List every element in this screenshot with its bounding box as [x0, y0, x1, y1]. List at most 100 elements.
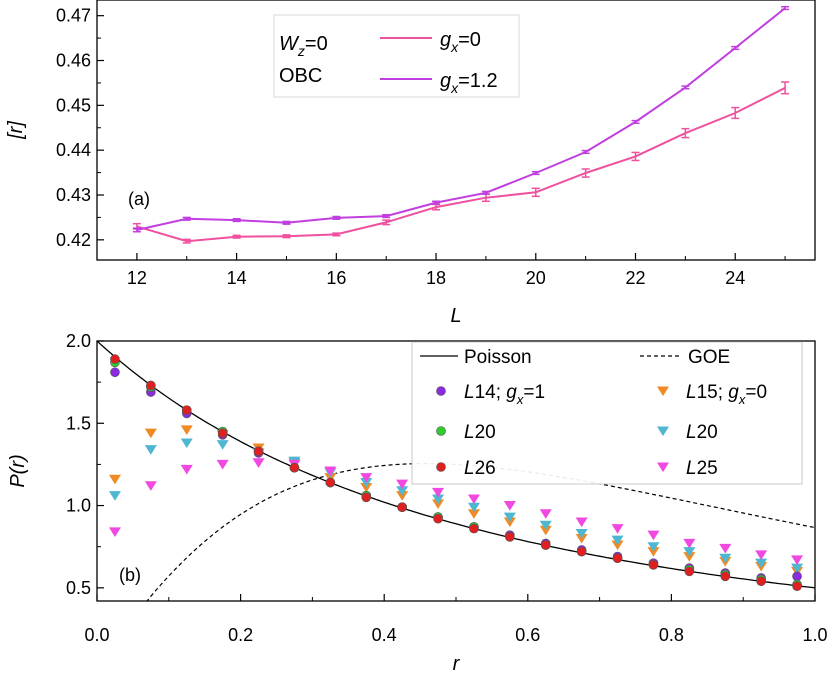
panel-a-xtick-label: 20	[526, 268, 546, 288]
panel-a-ticks: 12 14 16 18 20 22 24 0.42 0.43 0.44 0.45 0.46 0.47	[56, 6, 786, 288]
legend-b-text-L20-circle: L20	[464, 422, 496, 443]
legend-header-line2: OBC	[279, 65, 322, 87]
panel-a-errorbar	[781, 81, 790, 95]
panel-a-xtick-label: 18	[426, 268, 446, 288]
legend-b-L20t-var: L	[686, 422, 697, 443]
panel-a-xlabel: L	[450, 305, 461, 327]
legend-b-poisson-text: Poisson	[464, 347, 532, 368]
panel-b-point	[146, 380, 156, 391]
panel-b-point	[755, 550, 768, 561]
panel-b-point	[792, 571, 802, 582]
legend-b-L20c-rest: 20	[475, 422, 496, 443]
panel-b-point	[539, 525, 552, 536]
panel-b-point	[612, 553, 623, 564]
legend-b-marker	[436, 386, 446, 396]
panel-b-ytick-label: 2.0	[66, 331, 91, 351]
panel-a-xtick-label: 12	[127, 268, 147, 288]
panel-a-series-line-1	[136, 7, 786, 231]
panel-a: 12 14 16 18 20 22 24 0.42 0.43 0.44 0.45 0.46 0.47 (…	[5, 0, 816, 327]
panel-b-point	[719, 553, 732, 564]
panel-a-errorbar	[681, 85, 690, 90]
panel-b-point	[792, 581, 802, 591]
panel-b-point	[325, 477, 336, 488]
legend-b-text-L26: L26	[464, 458, 496, 479]
panel-a-errorbar	[531, 170, 540, 176]
panel-b-point	[397, 502, 407, 513]
panel-b-point	[144, 481, 157, 491]
panel-b-point	[647, 547, 660, 557]
panel-b-point	[144, 445, 157, 455]
panel-b-xtick-label: 0.0	[84, 625, 109, 645]
legend-b-L20t-rest: 20	[697, 422, 718, 443]
panel-a-xtick-label: 16	[326, 268, 346, 288]
legend-a-gx0-rest: =0	[458, 29, 481, 51]
panel-b-point	[180, 425, 193, 435]
panel-b-point	[683, 538, 696, 549]
panel-b-point	[791, 555, 804, 565]
panel-a-data	[132, 5, 790, 244]
legend-b-L15-var2: g	[728, 382, 739, 403]
panel-a-ytick-label: 0.43	[56, 185, 91, 205]
legend-b-L25-var: L	[686, 458, 697, 479]
panel-b-point	[360, 482, 373, 493]
panel-b-point	[755, 558, 768, 569]
panel-b-point	[432, 487, 445, 498]
panel-b-ylabel: P(r)	[7, 454, 29, 487]
legend-header-var: W	[279, 33, 300, 55]
panel-a-errorbar	[282, 220, 291, 225]
legend-b-L14-var: L	[464, 382, 475, 403]
panel-a-errorbar	[432, 200, 441, 205]
panel-a-errorbar	[182, 238, 191, 244]
panel-b-point	[467, 494, 480, 505]
legend-a-gx12-var: g	[440, 70, 451, 92]
panel-b-point	[791, 563, 804, 574]
panel-a-series-line-0	[136, 87, 786, 243]
panel-b-point	[180, 438, 193, 449]
legend-b-L26-rest: 26	[475, 458, 496, 479]
legend-b-L14-var2: g	[506, 382, 517, 403]
panel-a-errorbar	[531, 187, 540, 198]
panel-b-ytick-label: 0.5	[66, 578, 91, 598]
panel-b-data	[108, 354, 804, 591]
panel-b-point	[252, 458, 265, 468]
legend-b-L20c-var: L	[464, 422, 475, 443]
legend-b-L14-rest: 14;	[475, 382, 507, 403]
legend-b-marker	[436, 426, 446, 436]
panel-b-point	[216, 440, 229, 450]
poisson-curve	[97, 341, 815, 589]
panel-a-errorbar	[182, 216, 191, 221]
panel-b-point	[433, 513, 443, 524]
panel-b-point	[575, 533, 588, 544]
panel-b-point	[360, 473, 373, 483]
legend-b-marker	[436, 462, 446, 472]
panel-b-point	[647, 530, 660, 541]
panel-a-ytick-label: 0.44	[56, 140, 91, 160]
legend-a-gx0-var: g	[440, 29, 451, 51]
panel-a-errorbar	[332, 232, 341, 237]
legend-b-text-L25: L25	[686, 458, 718, 479]
legend-a-gx0-sub: x	[450, 39, 459, 55]
panel-b-point	[217, 428, 228, 438]
panel-b-point	[289, 462, 300, 473]
panel-b-point	[683, 552, 696, 562]
panel-b-point	[432, 494, 445, 505]
panel-a-errorbar	[332, 215, 341, 220]
panel-b-point	[108, 474, 121, 485]
legend-b-marker	[657, 426, 669, 437]
legend-b-marker	[657, 386, 669, 397]
panel-b-point	[253, 446, 264, 457]
panel-a-label: (a)	[128, 189, 150, 209]
panel-b-label: (b)	[119, 565, 141, 585]
panel-b-point	[181, 405, 192, 415]
panel-b-point	[324, 466, 337, 477]
legend-header-line1: Wz=0	[279, 33, 328, 59]
panel-b-point	[576, 546, 587, 557]
legend-b-markers	[436, 386, 669, 473]
legend-b-L25-rest: 25	[697, 458, 718, 479]
panel-b-legend: Poisson GOE L14; gx=1 L20 L26 L15; gx=0 …	[411, 341, 803, 485]
panel-b-point	[180, 464, 193, 475]
panel-b-point	[469, 523, 479, 534]
panel-b-point	[720, 571, 731, 582]
panel-b-point	[539, 509, 552, 519]
